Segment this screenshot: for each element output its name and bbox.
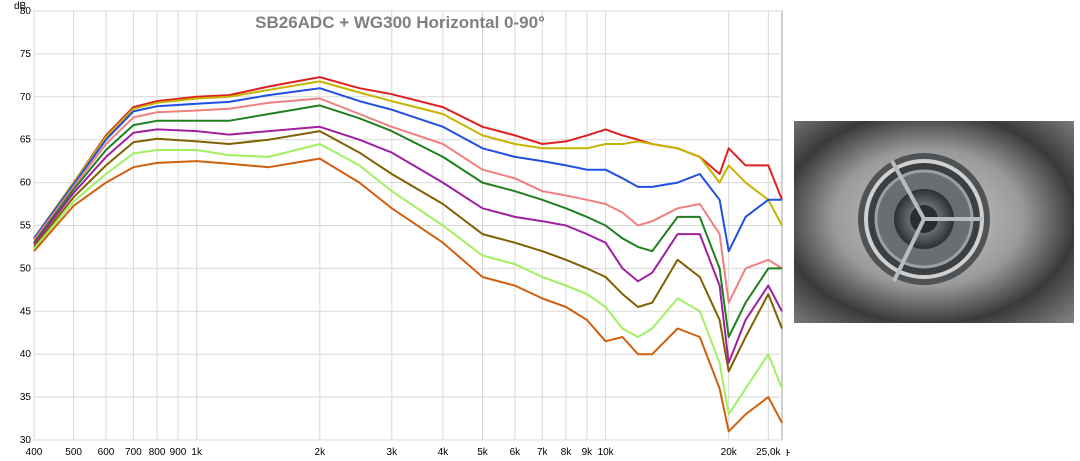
y-tick-label: 30 [20,435,32,446]
y-axis-label: dB [14,1,27,12]
x-tick-label: 700 [125,447,142,458]
y-tick-labels: 30 35 40 45 50 55 60 65 70 75 80 [20,6,32,446]
x-tick-label: 900 [170,447,187,458]
y-tick-label: 50 [20,263,32,274]
series-line-1 [33,76,783,239]
chart-title: SB26ADC + WG300 Horizontal 0-90° [255,13,545,32]
x-tick-label: 1k [191,447,203,458]
x-tick-label: 9k [582,447,594,458]
series-line-4 [33,97,783,304]
y-tick-label: 65 [20,135,32,146]
y-tick-label: 75 [20,49,32,60]
x-tick-label: 5k [477,447,489,458]
x-tick-label: 8k [561,447,573,458]
y-tick-label: 70 [20,92,32,103]
frequency-response-chart: 30 35 40 45 50 55 60 65 70 75 80 400 500 600 700 800 90… [14,1,790,459]
x-tick-label: 500 [65,447,82,458]
x-tick-label: 3k [387,447,399,458]
x-tick-label: 800 [149,447,166,458]
y-tick-label: 40 [20,349,32,360]
x-tick-label: 600 [98,447,115,458]
grid-lines [33,10,782,441]
x-tick-label: 20k [721,447,738,458]
x-axis-label: Hz [786,448,790,459]
x-tick-labels: 400 500 600 700 800 900 1k 2k 3k 4k 5k 6k 7k 8k 9k 10k 2… [26,447,782,458]
series-line-5 [33,104,782,338]
x-tick-label: 10k [598,447,615,458]
series-line-8 [33,143,783,416]
y-tick-label: 35 [20,392,32,403]
series-line-9 [33,157,783,433]
series-line-6 [33,125,783,364]
series-group [33,76,783,433]
x-tick-label: 7k [537,447,549,458]
series-line-2 [33,80,783,239]
tweeter-waveguide-photo [794,121,1074,323]
series-line-7 [33,130,783,373]
x-tick-label: 4k [438,447,450,458]
x-tick-label: 400 [26,447,43,458]
y-tick-label: 45 [20,306,32,317]
x-tick-label: 25,0k [756,447,781,458]
series-line-3 [33,87,782,253]
y-tick-label: 55 [20,221,32,232]
y-tick-label: 80 [20,6,32,17]
y-tick-label: 60 [20,178,32,189]
x-tick-label: 2k [315,447,327,458]
x-tick-label: 6k [510,447,522,458]
